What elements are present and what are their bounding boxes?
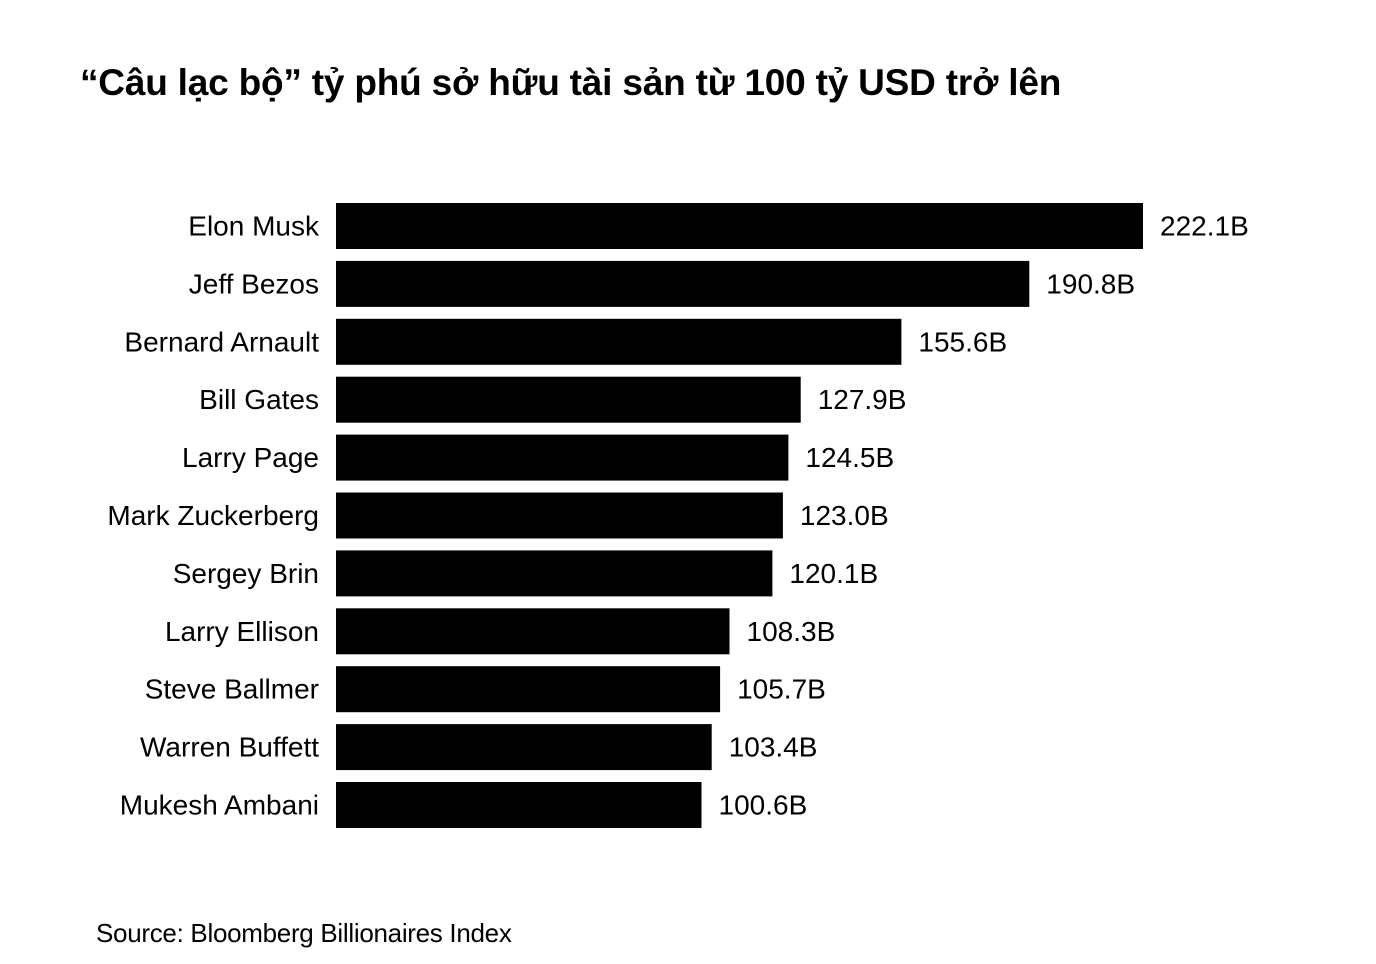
bar <box>336 434 789 481</box>
bar <box>336 318 902 365</box>
value-label: 127.9B <box>818 384 907 415</box>
bar <box>336 724 712 771</box>
bar <box>336 550 773 597</box>
bar-chart: Elon Musk 222.1B Jeff Bezos 190.8B Bernard A… <box>107 203 1249 828</box>
category-label: Mark Zuckerberg <box>107 500 319 531</box>
bar <box>336 608 730 655</box>
value-label: 100.6B <box>719 790 808 821</box>
value-label: 103.4B <box>729 732 818 763</box>
bar <box>336 260 1030 307</box>
chart-title: “Câu lạc bộ” tỷ phú sở hữu tài sản từ 10… <box>80 62 1062 103</box>
value-label: 222.1B <box>1160 211 1249 242</box>
value-label: 105.7B <box>737 674 826 705</box>
category-label: Sergey Brin <box>173 558 319 589</box>
value-label: 108.3B <box>747 616 836 647</box>
source-note: Source: Bloomberg Billionaires Index <box>96 918 512 948</box>
category-label: Steve Ballmer <box>145 674 319 705</box>
value-label: 155.6B <box>918 326 1007 357</box>
bar <box>336 376 801 423</box>
category-label: Bernard Arnault <box>124 326 319 357</box>
bar <box>336 782 702 828</box>
category-label: Bill Gates <box>199 384 319 415</box>
category-label: Elon Musk <box>188 211 320 242</box>
category-label: Jeff Bezos <box>189 268 319 299</box>
value-label: 123.0B <box>800 500 889 531</box>
value-label: 124.5B <box>805 442 894 473</box>
category-label: Warren Buffett <box>140 732 319 763</box>
category-label: Mukesh Ambani <box>120 790 319 821</box>
value-label: 190.8B <box>1046 268 1135 299</box>
value-label: 120.1B <box>789 558 878 589</box>
bar <box>336 203 1143 249</box>
category-label: Larry Page <box>182 442 319 473</box>
bar <box>336 492 783 539</box>
bar <box>336 666 721 713</box>
category-label: Larry Ellison <box>165 616 319 647</box>
